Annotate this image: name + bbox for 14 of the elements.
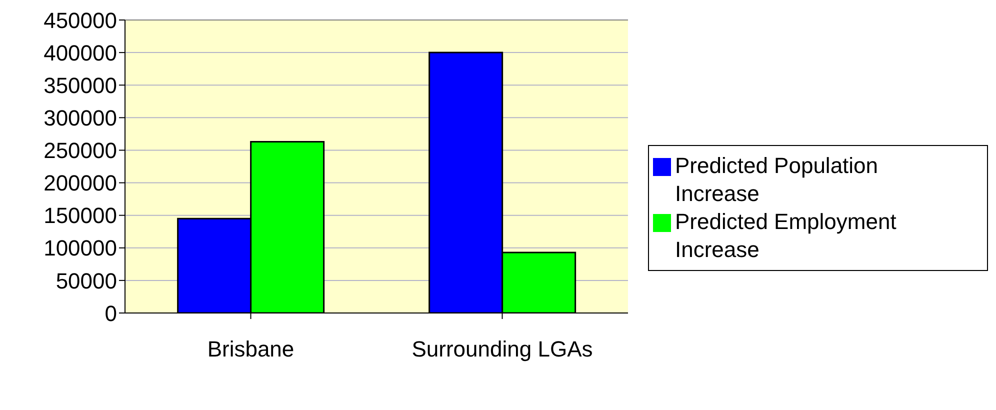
y-tick-label: 350000 — [44, 72, 117, 98]
y-tick-label: 0 — [104, 300, 117, 326]
x-tick-label: Brisbane — [207, 336, 294, 362]
legend-label: Predicted Population Increase — [675, 152, 880, 208]
y-tick-label: 450000 — [44, 8, 117, 33]
y-tick-label: 250000 — [44, 138, 117, 164]
y-tick-label: 200000 — [44, 170, 117, 196]
legend-label: Predicted Employment Increase — [675, 208, 898, 264]
y-tick-label: 150000 — [44, 203, 117, 228]
y-tick-label: 100000 — [44, 236, 117, 261]
x-tick-label: Surrounding LGAs — [412, 336, 593, 362]
y-tick-label: 50000 — [56, 268, 117, 294]
y-tick-label: 300000 — [44, 105, 117, 130]
y-tick-label: 400000 — [44, 40, 117, 66]
